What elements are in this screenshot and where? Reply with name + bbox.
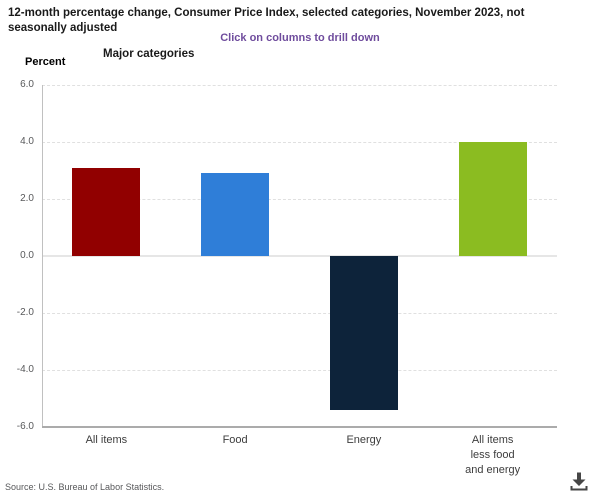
x-category-label: Energy bbox=[346, 434, 382, 446]
gridline bbox=[42, 312, 557, 314]
page-title: 12-month percentage change, Consumer Pri… bbox=[8, 7, 525, 34]
y-tick-label: -6.0 bbox=[16, 421, 34, 432]
gridline bbox=[42, 369, 557, 371]
zero-gridline bbox=[42, 255, 557, 257]
y-tick-label: 0.0 bbox=[20, 250, 34, 261]
y-tick-label: 4.0 bbox=[20, 136, 34, 147]
y-tick-label: -2.0 bbox=[16, 307, 34, 318]
plot-area bbox=[42, 84, 557, 428]
bar-food[interactable] bbox=[201, 173, 270, 256]
drilldown-hint: Click on columns to drill down bbox=[220, 32, 380, 44]
y-axis-line bbox=[42, 85, 43, 427]
bar-all-items-less-food-and-energy[interactable] bbox=[458, 142, 527, 256]
x-axis-title: Major categories bbox=[103, 48, 195, 60]
y-tick-label: 6.0 bbox=[20, 79, 34, 90]
download-button[interactable] bbox=[567, 469, 591, 493]
gridline bbox=[42, 141, 557, 143]
x-category-label: All items less food and energy bbox=[465, 434, 521, 476]
y-tick-label: -4.0 bbox=[16, 364, 34, 375]
x-category-label: All items bbox=[85, 434, 128, 446]
bar-energy[interactable] bbox=[329, 256, 398, 410]
y-axis-title: Percent bbox=[25, 56, 66, 68]
x-category-label: Food bbox=[222, 434, 248, 446]
y-axis-labels: 6.0 4.0 2.0 0.0 -2.0 -4.0 -6.0 bbox=[0, 79, 34, 432]
download-icon bbox=[567, 472, 591, 496]
x-axis-labels: All items Food Energy All items less food and… bbox=[42, 433, 557, 478]
y-tick-label: 2.0 bbox=[20, 193, 34, 204]
x-axis-line bbox=[42, 426, 557, 428]
bar-all-items[interactable] bbox=[72, 167, 141, 256]
gridline bbox=[42, 84, 557, 86]
gridline bbox=[42, 198, 557, 200]
source-note: Source: U.S. Bureau of Labor Statistics. bbox=[5, 482, 165, 492]
